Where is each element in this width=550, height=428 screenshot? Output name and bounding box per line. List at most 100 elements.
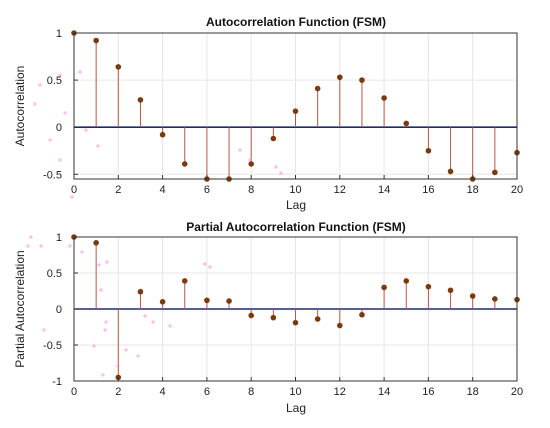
- pacf-x-tick-label: 18: [467, 386, 479, 398]
- acf-x-tick-label: 20: [511, 184, 523, 196]
- pacf-point: [93, 239, 99, 246]
- noise-dot: [68, 244, 72, 248]
- acf-point: [248, 161, 254, 167]
- acf-panel: Autocorrelation Function (FSM) 0 2 4 6 8 10 12…: [13, 15, 523, 212]
- acf-point: [270, 135, 277, 142]
- pacf-point: [226, 298, 232, 304]
- noise-dot: [248, 158, 252, 162]
- acf-point: [359, 77, 365, 83]
- pacf-x-tick-label: 8: [248, 386, 254, 398]
- acf-title: Autocorrelation Function (FSM): [206, 15, 386, 29]
- acf-x-ticks: 0 2 4 6 8 10 12 14 16 18 20: [71, 175, 523, 196]
- acf-x-tick-label: 8: [248, 184, 254, 196]
- pacf-point: [359, 311, 365, 318]
- noise-dot: [208, 265, 212, 269]
- noise-dot: [99, 288, 103, 292]
- pacf-x-tick-label: 12: [334, 386, 346, 398]
- acf-point: [403, 120, 410, 127]
- pacf-markers: [71, 234, 520, 381]
- noise-dot: [70, 195, 74, 199]
- noise-dot: [105, 260, 109, 264]
- noise-dot: [103, 328, 107, 332]
- pacf-y-tick-label: -1: [52, 376, 62, 388]
- noise-dot: [203, 262, 207, 266]
- acf-x-label: Lag: [286, 198, 306, 212]
- noise-dot: [104, 320, 108, 324]
- pacf-x-tick-label: 0: [71, 386, 77, 398]
- pacf-x-tick-label: 14: [378, 386, 390, 398]
- noise-dots: [26, 70, 283, 377]
- pacf-x-tick-label: 10: [289, 386, 301, 398]
- noise-dot: [101, 373, 105, 377]
- noise-dot: [274, 165, 278, 169]
- pacf-panel: Partial Autocorrelation Function (FSM) 0…: [13, 220, 523, 415]
- noise-dot: [168, 324, 172, 328]
- pacf-x-tick-label: 16: [422, 386, 434, 398]
- pacf-x-tick-label: 20: [511, 386, 523, 398]
- acf-point: [115, 64, 122, 70]
- pacf-point: [381, 284, 387, 291]
- noise-dot: [58, 158, 62, 162]
- acf-x-tick-label: 12: [334, 184, 346, 196]
- pacf-point: [204, 297, 210, 304]
- noise-dot: [151, 320, 155, 324]
- acf-markers: [71, 30, 520, 182]
- noise-dot: [238, 148, 242, 152]
- acf-x-tick-label: 10: [289, 184, 301, 196]
- acf-point: [447, 168, 454, 175]
- acf-x-tick-label: 4: [160, 184, 166, 196]
- acf-y-ticks: -0.5 0 0.5 1: [43, 28, 78, 181]
- acf-y-label: Autocorrelation: [13, 66, 27, 147]
- noise-dot: [136, 354, 140, 358]
- pacf-point: [492, 296, 498, 302]
- noise-dot: [39, 244, 43, 248]
- noise-dot: [84, 128, 88, 132]
- noise-dot: [63, 111, 67, 115]
- acf-point: [381, 95, 387, 101]
- acf-point: [314, 85, 321, 92]
- pacf-point: [292, 319, 299, 326]
- acf-x-tick-label: 2: [115, 184, 121, 196]
- noise-dot: [78, 70, 82, 74]
- pacf-x-tick-label: 2: [115, 386, 121, 398]
- noise-dot: [124, 348, 128, 352]
- noise-dot: [33, 102, 37, 106]
- noise-dot: [58, 73, 62, 77]
- noise-dot: [80, 250, 84, 254]
- pacf-x-label: Lag: [286, 401, 306, 415]
- acf-point: [137, 97, 144, 103]
- noise-dot: [26, 244, 30, 248]
- pacf-point: [137, 288, 144, 295]
- noise-dot: [48, 138, 52, 142]
- acf-x-tick-label: 6: [204, 184, 210, 196]
- acf-point: [425, 147, 432, 154]
- noise-dot: [92, 344, 96, 348]
- acf-point: [93, 37, 99, 44]
- pacf-point: [403, 278, 410, 284]
- acf-point: [337, 74, 343, 81]
- acf-x-tick-label: 16: [422, 184, 434, 196]
- pacf-point: [447, 287, 454, 294]
- pacf-y-tick-label: -0.5: [43, 340, 62, 352]
- noise-dot: [97, 263, 101, 267]
- pacf-point: [314, 316, 321, 322]
- pacf-point: [159, 299, 166, 305]
- pacf-x-ticks: 0 2 4 6 8 10 12 14 16 18 20: [71, 377, 523, 398]
- pacf-x-tick-label: 4: [160, 386, 166, 398]
- noise-dot: [29, 235, 33, 239]
- noise-dot: [38, 83, 42, 87]
- pacf-y-tick-label: 0: [56, 304, 62, 316]
- pacf-y-label: Partial Autocorrelation: [13, 250, 27, 367]
- acf-y-tick-label: 0.5: [47, 75, 62, 87]
- pacf-y-tick-label: 1: [56, 232, 62, 244]
- acf-x-tick-label: 0: [71, 184, 77, 196]
- acf-point: [292, 108, 299, 114]
- pacf-y-ticks: -1 -0.5 0 0.5 1: [43, 232, 78, 388]
- pacf-point: [337, 322, 343, 329]
- acf-point: [159, 131, 166, 138]
- noise-dot: [96, 144, 100, 148]
- acf-y-tick-label: 0: [56, 122, 62, 134]
- pacf-point: [181, 278, 188, 284]
- noise-dot: [116, 364, 120, 368]
